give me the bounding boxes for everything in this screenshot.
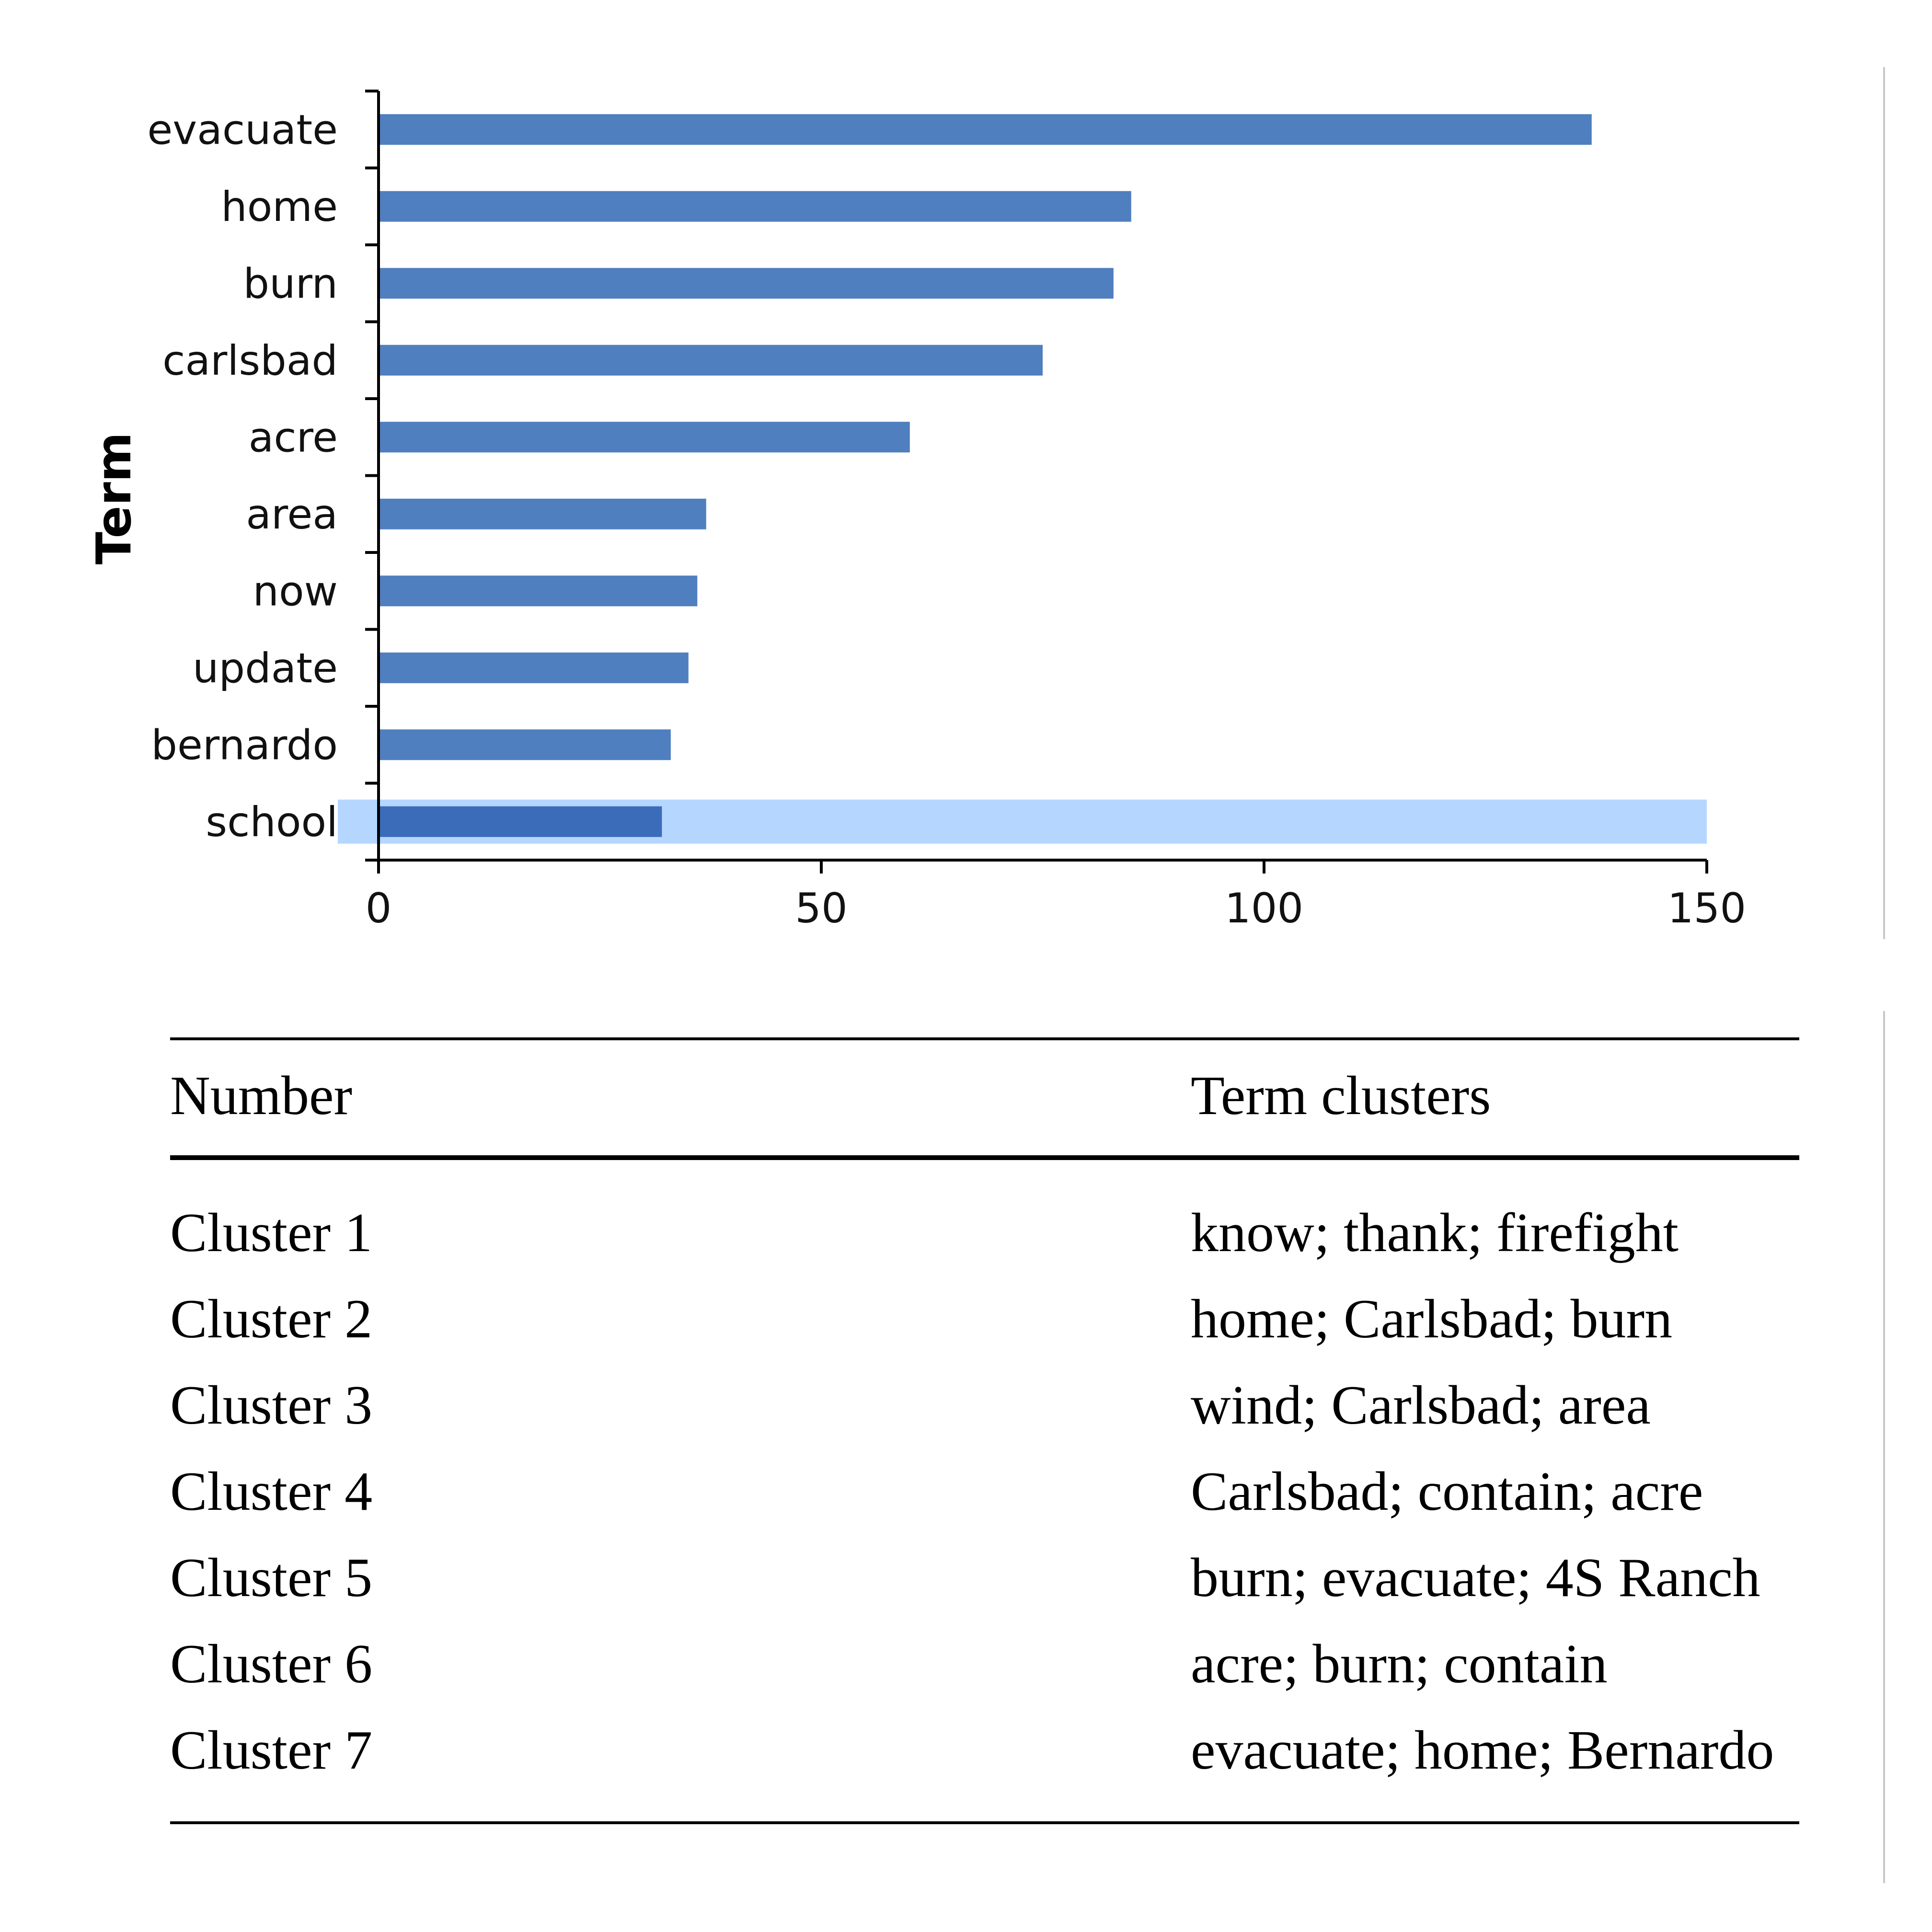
cluster-terms: know; thank; firefight [1191, 1202, 1679, 1264]
term-clusters-table: Number Term clusters Cluster 1 know; tha… [170, 1037, 1799, 1824]
right-divider-top [1883, 67, 1885, 939]
cluster-number: Cluster 7 [170, 1720, 373, 1781]
cluster-number: Cluster 6 [170, 1633, 373, 1695]
table-header-rule [170, 1155, 1799, 1160]
x-tick-label: 150 [1668, 885, 1746, 932]
table-row: Cluster 5 burn; evacuate; 4S Ranch [170, 1534, 1799, 1620]
table-bottom-rule [170, 1821, 1799, 1824]
cluster-terms: home; Carlsbad; burn [1191, 1288, 1673, 1350]
table-body: Cluster 1 know; thank; firefight Cluster… [170, 1160, 1799, 1821]
bar-burn [379, 268, 1114, 299]
y-axis-title: Term [86, 432, 142, 564]
y-tick-label-acre: acre [249, 414, 338, 461]
cluster-number: Cluster 3 [170, 1375, 373, 1436]
cluster-terms: Carlsbad; contain; acre [1191, 1461, 1703, 1522]
bar-home [379, 191, 1131, 222]
y-tick-label-home: home [221, 183, 338, 231]
cluster-terms: wind; Carlsbad; area [1191, 1375, 1651, 1436]
x-tick-label: 100 [1225, 885, 1303, 932]
y-tick-label-bernardo: bernardo [151, 721, 338, 769]
y-tick-label-now: now [253, 567, 338, 615]
bar-school [379, 806, 662, 837]
y-tick-label-carlsbad: carlsbad [162, 337, 338, 385]
table-top-rule [170, 1037, 1799, 1040]
y-tick-label-area: area [246, 491, 338, 539]
term-frequency-chart: evacuate home burn carlsbad acre area now updat… [0, 0, 1932, 958]
cluster-terms: evacuate; home; Bernardo [1191, 1720, 1774, 1781]
cluster-number: Cluster 5 [170, 1547, 373, 1609]
header-number: Number [170, 1065, 353, 1127]
y-tick-label-update: update [193, 644, 338, 692]
bar-now [379, 575, 698, 607]
header-term-clusters: Term clusters [1191, 1065, 1491, 1127]
chart-svg: evacuate home burn carlsbad acre area now updat… [86, 90, 1746, 932]
table-row: Cluster 4 Carlsbad; contain; acre [170, 1448, 1799, 1534]
table-row: Cluster 3 wind; Carlsbad; area [170, 1361, 1799, 1448]
bar-area [379, 498, 706, 529]
y-tick-label-school: school [206, 798, 338, 846]
table-row: Cluster 7 evacuate; home; Bernardo [170, 1706, 1799, 1793]
cluster-terms: burn; evacuate; 4S Ranch [1191, 1547, 1760, 1609]
cluster-number: Cluster 4 [170, 1461, 373, 1522]
table-header-row: Number Term clusters [170, 1040, 1799, 1155]
x-tick-label: 0 [366, 885, 392, 932]
cluster-terms: acre; burn; contain [1191, 1633, 1608, 1695]
cluster-number: Cluster 1 [170, 1202, 373, 1264]
bar-acre [379, 422, 910, 453]
table-row: Cluster 6 acre; burn; contain [170, 1620, 1799, 1706]
y-tick-label-evacuate: evacuate [147, 106, 338, 154]
table-row: Cluster 1 know; thank; firefight [170, 1189, 1799, 1275]
bar-carlsbad [379, 345, 1043, 376]
table-row: Cluster 2 home; Carlsbad; burn [170, 1275, 1799, 1361]
bar-bernardo [379, 729, 671, 760]
bar-evacuate [379, 114, 1592, 145]
right-divider-bottom [1883, 1011, 1885, 1883]
cluster-number: Cluster 2 [170, 1288, 373, 1350]
x-tick-label: 50 [795, 885, 847, 932]
bar-update [379, 652, 689, 683]
y-tick-label-burn: burn [243, 260, 338, 308]
